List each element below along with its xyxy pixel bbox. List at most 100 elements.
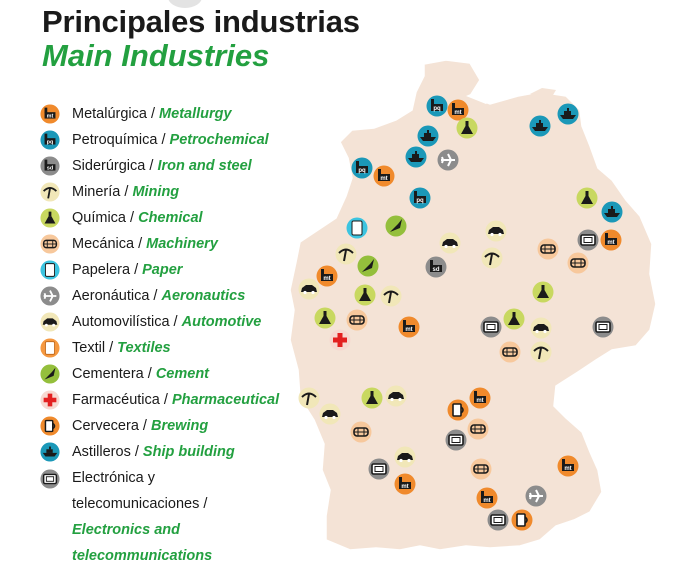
- legend-label-es: Cervecera: [72, 418, 139, 434]
- legend-item-textile: Textil / Textiles: [40, 335, 310, 361]
- map-flask-icon: [577, 188, 598, 209]
- map-mt-icon: mt: [470, 388, 491, 409]
- map-paper-icon: [347, 218, 368, 239]
- legend-item-petrochemical: pq Petroquímica / Petrochemical: [40, 127, 310, 153]
- svg-text:sd: sd: [47, 166, 53, 172]
- map-beer-icon: [448, 400, 469, 421]
- map-ship-icon: [558, 104, 579, 125]
- map-tv-icon: [578, 230, 599, 251]
- map-flask-icon: [504, 309, 525, 330]
- map-gear-icon: [538, 239, 559, 260]
- legend-label-en: Petrochemical: [170, 132, 269, 148]
- legend-label: Siderúrgica / Iron and steel: [72, 158, 252, 174]
- svg-text:mt: mt: [454, 110, 461, 116]
- map-pick-icon: [381, 286, 402, 307]
- aero-icon: [40, 286, 60, 306]
- map-gear-icon: [471, 459, 492, 480]
- legend-label: Cervecera / Brewing: [72, 418, 208, 434]
- map-flask-icon: [362, 388, 383, 409]
- svg-text:pq: pq: [416, 198, 424, 204]
- legend-label-es2: telecomunicaciones /: [72, 491, 212, 517]
- map-ship-icon: [406, 147, 427, 168]
- map-tv-icon: [481, 317, 502, 338]
- map-ship-icon: [418, 126, 439, 147]
- legend-item-auto: Automovilística / Automotive: [40, 309, 310, 335]
- legend-label-es: Petroquímica: [72, 132, 157, 148]
- legend-item-aero: Aeronáutica / Aeronautics: [40, 283, 310, 309]
- legend-label-en: Machinery: [146, 236, 218, 252]
- legend-label: Metalúrgica / Metallurgy: [72, 106, 232, 122]
- map-gear-icon: [500, 342, 521, 363]
- legend-label: Química / Chemical: [72, 210, 203, 226]
- legend-label: Papelera / Paper: [72, 262, 182, 278]
- legend-item-machinery: Mecánica / Machinery: [40, 231, 310, 257]
- legend-label-es: Siderúrgica: [72, 158, 145, 174]
- legend-label-en: Chemical: [138, 210, 202, 226]
- map-gear-icon: [351, 422, 372, 443]
- map-car-icon: [386, 386, 407, 407]
- map-flask-icon: [457, 118, 478, 139]
- map-pick-icon: [531, 342, 552, 363]
- legend-label-en: Mining: [132, 184, 179, 200]
- legend-label-es: Mecánica: [72, 236, 134, 252]
- legend-label-es: Cementera: [72, 366, 144, 382]
- map-car-icon: [486, 221, 507, 242]
- legend-label-en: Automotive: [182, 314, 262, 330]
- map-gear-icon: [468, 419, 489, 440]
- legend-label-en: Brewing: [151, 418, 208, 434]
- svg-text:pq: pq: [47, 140, 54, 146]
- svg-text:mt: mt: [380, 176, 387, 182]
- map-plane-icon: [438, 150, 459, 171]
- electronics-icon: [40, 469, 60, 489]
- svg-text:mt: mt: [564, 466, 571, 472]
- map-flask-icon: [315, 308, 336, 329]
- legend-label: Electrónica ytelecomunicaciones /Electro…: [72, 465, 212, 569]
- map-mt-icon: mt: [395, 474, 416, 495]
- legend-label-es: Aeronáutica: [72, 288, 149, 304]
- map-trowel-icon: [358, 256, 379, 277]
- legend-label: Aeronáutica / Aeronautics: [72, 288, 245, 304]
- legend-item-iron: sd Siderúrgica / Iron and steel: [40, 153, 310, 179]
- legend-label-en: Textiles: [117, 340, 170, 356]
- svg-text:mt: mt: [476, 398, 483, 404]
- svg-text:mt: mt: [607, 240, 614, 246]
- map-pick-icon: [482, 248, 503, 269]
- svg-text:sd: sd: [432, 267, 439, 273]
- map-gear-icon: [568, 253, 589, 274]
- map-sd-icon: sd: [426, 257, 447, 278]
- legend-item-metallurgy: mtMetalúrgica / Metallurgy: [40, 101, 310, 127]
- map-car-icon: [395, 447, 416, 468]
- map-mt-icon: mt: [558, 456, 579, 477]
- legend-label-es: Farmacéutica: [72, 392, 160, 408]
- map-ship-icon: [530, 116, 551, 137]
- petrochemical-icon: pq: [40, 130, 60, 150]
- svg-text:mt: mt: [405, 327, 412, 333]
- map-pq-icon: pq: [427, 96, 448, 117]
- map-tv-icon: [369, 459, 390, 480]
- map-cross-icon: [330, 330, 351, 351]
- map-mt-icon: mt: [399, 317, 420, 338]
- page-subtitle: Main Industries: [42, 38, 269, 74]
- legend-label-en2: telecommunications: [72, 543, 212, 569]
- legend-item-ship: Astilleros / Ship building: [40, 439, 310, 465]
- legend-label-en: Ship building: [143, 444, 235, 460]
- map-car-icon: [320, 404, 341, 425]
- legend-label: Petroquímica / Petrochemical: [72, 132, 269, 148]
- chemical-icon: [40, 208, 60, 228]
- map-mt-icon: mt: [317, 266, 338, 287]
- map-car-icon: [531, 318, 552, 339]
- legend-label-en: Aeronautics: [161, 288, 245, 304]
- map-mt-icon: mt: [601, 230, 622, 251]
- map-mt-icon: mt: [477, 488, 498, 509]
- auto-icon: [40, 312, 60, 332]
- svg-text:mt: mt: [483, 498, 490, 504]
- ship-icon: [40, 442, 60, 462]
- map-ship-icon: [602, 202, 623, 223]
- map-beer-icon: [512, 510, 533, 531]
- map-tv-icon: [488, 510, 509, 531]
- legend-item-paper: Papelera / Paper: [40, 257, 310, 283]
- legend-label: Astilleros / Ship building: [72, 444, 235, 460]
- mining-icon: [40, 182, 60, 202]
- map-mt-icon: mt: [448, 100, 469, 121]
- map-mt-icon: mt: [374, 166, 395, 187]
